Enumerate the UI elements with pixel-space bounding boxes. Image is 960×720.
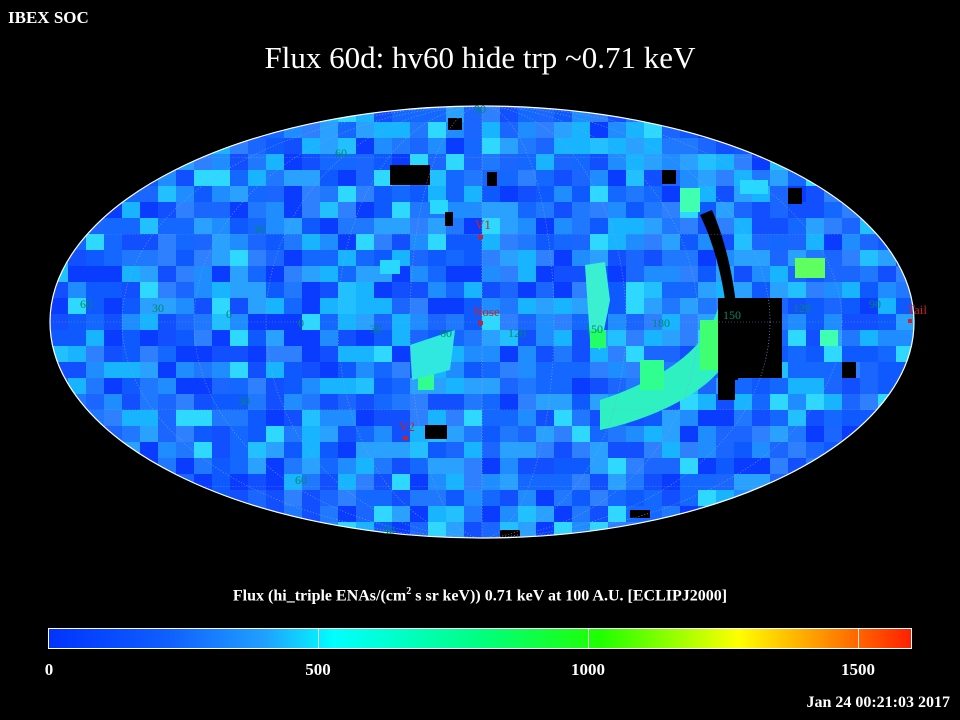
- lon-label: 180: [652, 316, 670, 330]
- v1-label: V1: [475, 217, 491, 232]
- colorbar-label: 0: [44, 660, 54, 679]
- lat-label: 30: [238, 394, 250, 408]
- data-gap: [448, 118, 462, 130]
- colorbar-tick: [318, 629, 319, 648]
- colorbar-tick: [858, 629, 859, 648]
- colorbar-title: Flux (hi_triple ENAs/(cm2 s sr keV)) 0.7…: [232, 586, 728, 605]
- flux-patch: [820, 330, 838, 346]
- flux-patch: [410, 330, 455, 380]
- data-gap: [445, 212, 453, 226]
- lon-label: 60: [80, 297, 92, 311]
- lon-label: 90: [869, 297, 881, 311]
- data-gap: [425, 425, 447, 439]
- lon-label: 120: [508, 326, 526, 340]
- lon-label: 150: [585, 322, 603, 336]
- lat-label: 90: [383, 523, 395, 537]
- data-gap: [860, 430, 872, 440]
- colorbar-tick: [588, 629, 589, 648]
- lon-label: 150: [723, 308, 741, 322]
- v2-marker: [403, 436, 408, 440]
- lon-label: 120: [793, 301, 811, 315]
- flux-patch: [600, 300, 720, 430]
- flux-pixels: [50, 106, 914, 538]
- flux-patch: [700, 320, 720, 370]
- lon-label: 60: [440, 326, 452, 340]
- tail-label: Tail: [907, 302, 927, 317]
- sky-map: 90 60 30 0 30 60 90 60 30 0 30 60 120 15…: [49, 102, 927, 539]
- flux-patch: [590, 330, 606, 348]
- v2-label: V2: [399, 419, 415, 434]
- colorbar-label: 1500: [841, 660, 875, 679]
- data-gap: [500, 530, 520, 538]
- tail-marker: [908, 319, 912, 323]
- flux-patch: [680, 188, 700, 212]
- lat-label: 60: [335, 146, 347, 160]
- flux-patch: [740, 180, 768, 194]
- lat-label: 0: [226, 307, 232, 321]
- flux-patch: [430, 200, 448, 214]
- map-title: Flux 60d: hv60 hide trp ~0.71 keV: [264, 40, 696, 75]
- flux-patch: [380, 260, 400, 274]
- flux-patch: [585, 262, 610, 350]
- map-boundary: [49, 105, 915, 539]
- colorbar: [48, 628, 912, 649]
- lon-label: 30: [370, 322, 382, 336]
- data-gap: [630, 510, 650, 518]
- colorbar-label: 500: [305, 660, 331, 679]
- data-gap: [788, 188, 802, 204]
- flux-patch: [795, 258, 825, 278]
- v1-marker: [478, 235, 483, 239]
- nose-marker: [478, 321, 483, 325]
- data-gap: [390, 165, 430, 185]
- lon-label: 30: [152, 301, 164, 315]
- lat-label: 60: [295, 473, 307, 487]
- data-gap: [718, 298, 782, 400]
- data-gap: [662, 170, 676, 184]
- colorbar-label: 1000: [571, 660, 605, 679]
- nose-label: Nose: [473, 304, 500, 319]
- organization-label: IBEX SOC: [8, 8, 89, 27]
- lat-label: 30: [253, 222, 265, 236]
- timestamp: Jan 24 00:21:03 2017: [806, 694, 950, 711]
- lon-label: 0: [298, 316, 304, 330]
- data-gap: [842, 362, 856, 378]
- data-gap: [487, 172, 497, 186]
- lat-label: 90: [474, 102, 486, 116]
- flux-patch: [640, 360, 664, 390]
